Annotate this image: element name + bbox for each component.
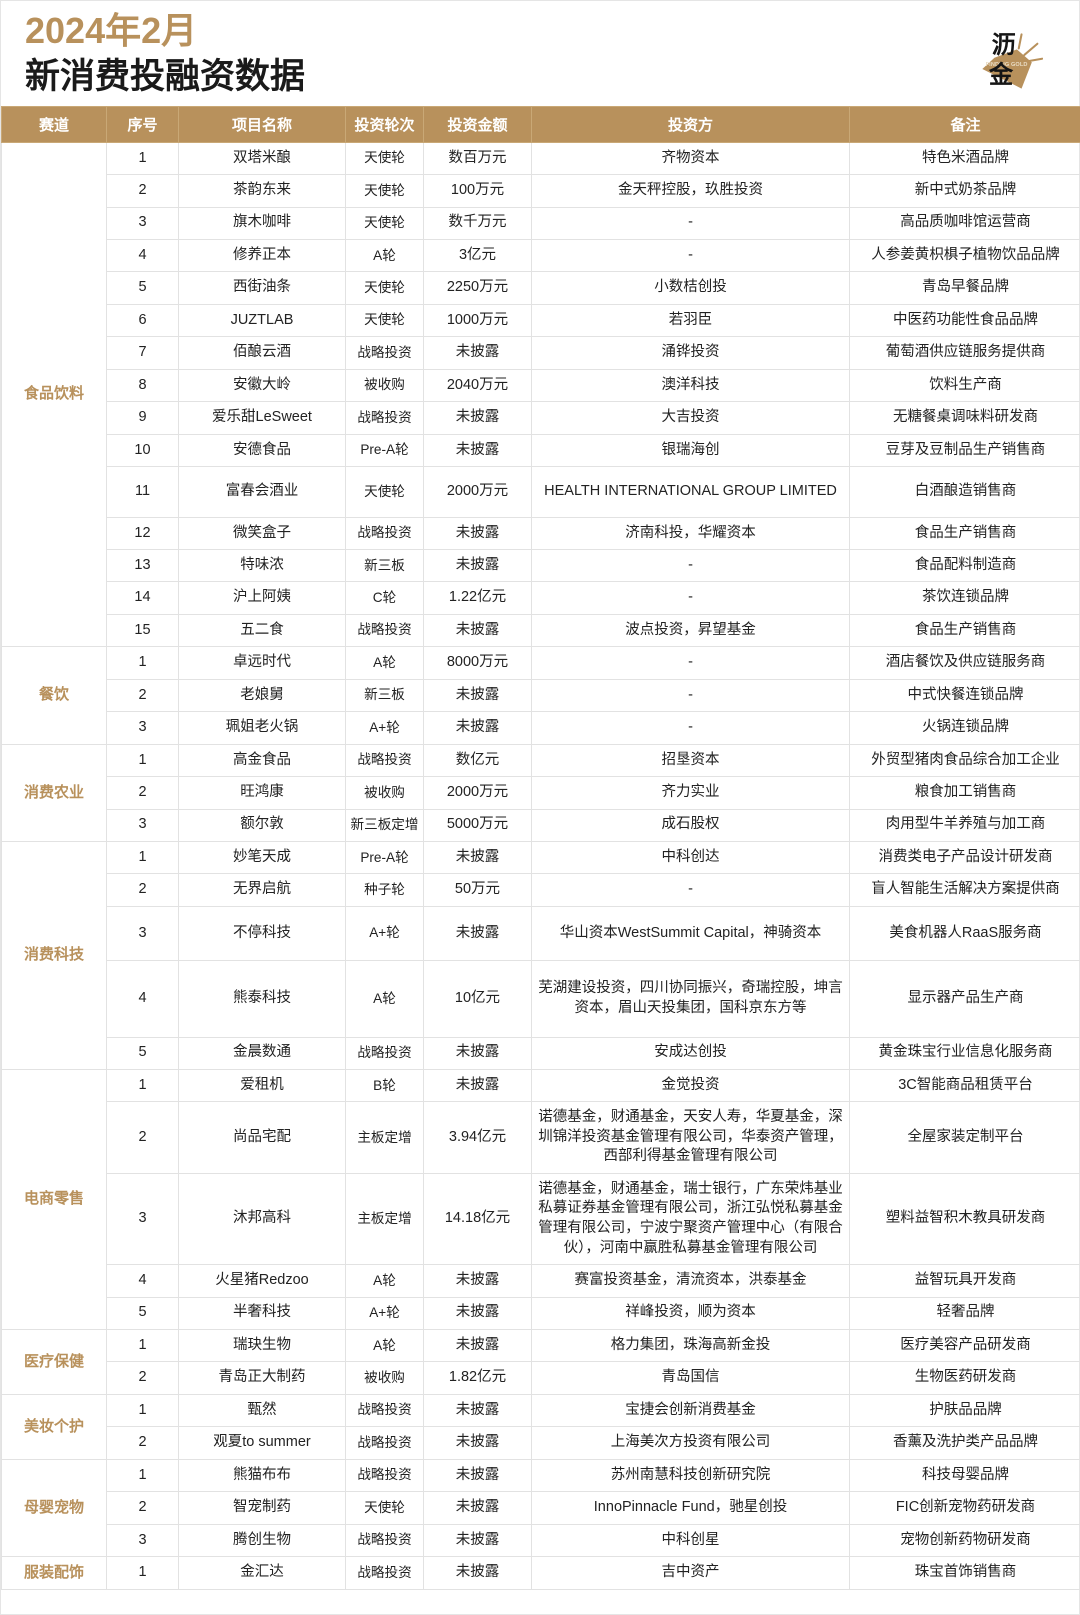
- svg-text:沥: 沥: [992, 32, 1016, 59]
- svg-text:金: 金: [988, 61, 1014, 89]
